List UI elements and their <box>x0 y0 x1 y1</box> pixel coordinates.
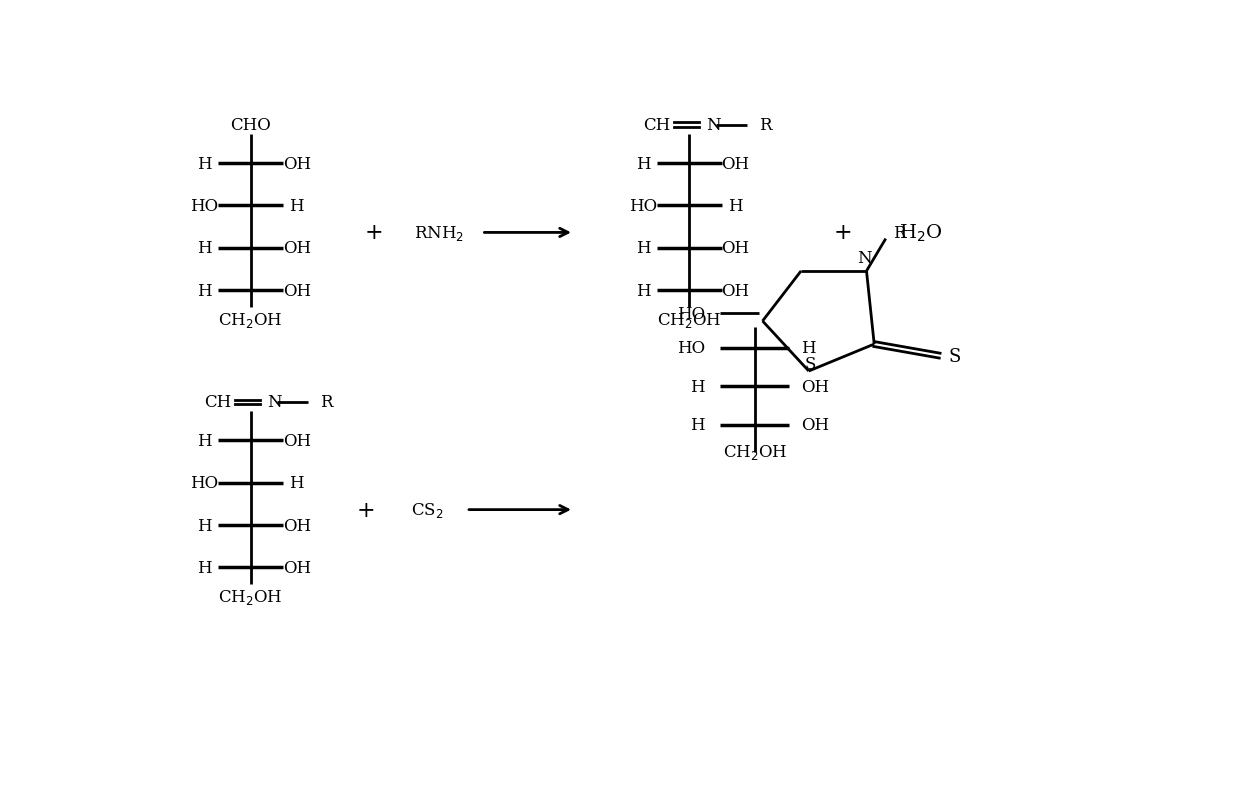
Text: N: N <box>857 249 872 266</box>
Text: OH: OH <box>722 282 750 299</box>
Text: H: H <box>197 282 212 299</box>
Text: CHO: CHO <box>231 117 270 134</box>
Text: HO: HO <box>677 340 704 357</box>
Text: OH: OH <box>801 379 830 395</box>
Text: RNH$_2$: RNH$_2$ <box>414 224 464 243</box>
Text: OH: OH <box>722 240 750 257</box>
Text: CH$_2$OH: CH$_2$OH <box>723 443 787 462</box>
Text: OH: OH <box>283 240 311 257</box>
Text: OH: OH <box>283 282 311 299</box>
Text: H: H <box>289 475 304 492</box>
Text: H: H <box>636 282 651 299</box>
Text: OH: OH <box>283 559 311 576</box>
Text: N: N <box>707 117 720 134</box>
Text: H$_2$O: H$_2$O <box>899 222 942 244</box>
Text: CS$_2$: CS$_2$ <box>412 500 444 520</box>
Text: H: H <box>691 417 704 434</box>
Text: R: R <box>759 117 771 134</box>
Text: +: + <box>357 499 376 521</box>
Text: +: + <box>365 222 383 244</box>
Text: OH: OH <box>283 156 311 172</box>
Text: H: H <box>636 240 651 257</box>
Text: S: S <box>949 347 961 365</box>
Text: R: R <box>320 394 332 411</box>
Text: CH$_2$OH: CH$_2$OH <box>218 587 283 606</box>
Text: OH: OH <box>283 432 311 449</box>
Text: H: H <box>289 198 304 215</box>
Text: H: H <box>197 432 212 449</box>
Text: CH$_2$OH: CH$_2$OH <box>657 310 722 330</box>
Text: H: H <box>197 516 212 534</box>
Text: HO: HO <box>629 198 657 215</box>
Text: H: H <box>197 156 212 172</box>
Text: HO: HO <box>190 198 218 215</box>
Text: H: H <box>801 340 816 357</box>
Text: CH: CH <box>642 117 670 134</box>
Text: HO: HO <box>677 306 704 322</box>
Text: H: H <box>728 198 743 215</box>
Text: HO: HO <box>190 475 218 492</box>
Text: H: H <box>636 156 651 172</box>
Text: CH$_2$OH: CH$_2$OH <box>218 310 283 330</box>
Text: OH: OH <box>801 417 830 434</box>
Text: R: R <box>894 225 906 241</box>
Text: +: + <box>835 222 853 244</box>
Text: H: H <box>691 379 704 395</box>
Text: OH: OH <box>283 516 311 534</box>
Text: N: N <box>268 394 281 411</box>
Text: OH: OH <box>722 156 750 172</box>
Text: CH: CH <box>205 394 231 411</box>
Text: S: S <box>805 355 816 372</box>
Text: H: H <box>197 559 212 576</box>
Text: H: H <box>197 240 212 257</box>
